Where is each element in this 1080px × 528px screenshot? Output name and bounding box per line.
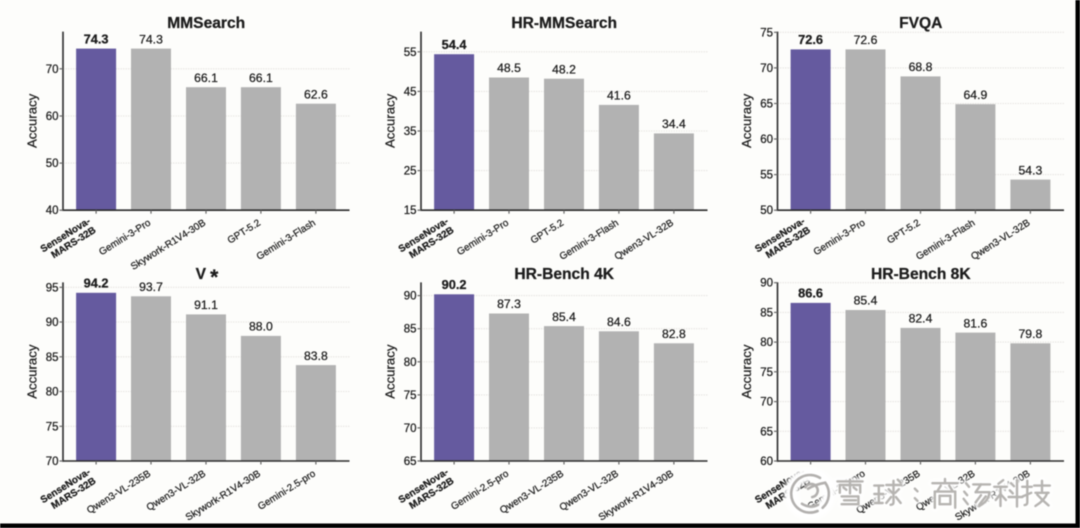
svg-text:70: 70 [46, 456, 59, 468]
svg-text:90: 90 [46, 317, 59, 329]
svg-text:64.9: 64.9 [964, 88, 988, 102]
svg-text:65: 65 [760, 99, 773, 111]
svg-text:81.6: 81.6 [964, 316, 988, 330]
svg-text:60: 60 [760, 456, 773, 468]
svg-text:Accuracy: Accuracy [383, 344, 398, 399]
svg-text:Accuracy: Accuracy [739, 93, 754, 148]
svg-text:70: 70 [46, 64, 59, 76]
svg-text:90.2: 90.2 [442, 277, 467, 292]
svg-text:Accuracy: Accuracy [383, 93, 398, 148]
svg-text:MMSearch: MMSearch [167, 15, 245, 32]
svg-text:72.6: 72.6 [798, 32, 823, 47]
svg-text:95: 95 [46, 282, 59, 294]
svg-text:35: 35 [404, 126, 417, 138]
svg-text:Accuracy: Accuracy [739, 344, 754, 399]
svg-text:75: 75 [760, 367, 773, 379]
svg-text:72.6: 72.6 [854, 33, 878, 47]
svg-text:34.4: 34.4 [662, 117, 686, 131]
svg-text:66.1: 66.1 [194, 71, 218, 85]
svg-text:54.3: 54.3 [1019, 163, 1043, 177]
svg-text:62.6: 62.6 [304, 87, 328, 101]
svg-text:93.7: 93.7 [139, 280, 163, 294]
svg-text:68.8: 68.8 [909, 60, 933, 74]
svg-text:40: 40 [46, 205, 59, 217]
svg-text:70: 70 [760, 63, 773, 75]
svg-text:74.3: 74.3 [84, 31, 109, 46]
svg-text:88.0: 88.0 [249, 320, 273, 334]
svg-text:45: 45 [404, 86, 417, 98]
svg-text:90: 90 [404, 291, 417, 303]
svg-text:79.8: 79.8 [1019, 327, 1043, 341]
svg-text:25: 25 [404, 166, 417, 178]
svg-text:41.6: 41.6 [607, 89, 631, 103]
svg-text:54.4: 54.4 [442, 37, 468, 52]
svg-text:75: 75 [760, 27, 773, 39]
svg-text:HR-Bench 4K: HR-Bench 4K [514, 266, 614, 283]
svg-text:*: * [210, 266, 219, 289]
svg-text:50: 50 [46, 158, 59, 170]
svg-text:82.4: 82.4 [909, 312, 933, 326]
svg-text:Accuracy: Accuracy [25, 93, 40, 148]
svg-text:55: 55 [760, 170, 773, 182]
svg-text:85.4: 85.4 [854, 294, 878, 308]
svg-text:FVQA: FVQA [899, 15, 942, 32]
svg-text:HR-MMSearch: HR-MMSearch [511, 15, 617, 32]
svg-text:91.1: 91.1 [194, 298, 218, 312]
svg-text:80: 80 [46, 387, 59, 399]
svg-text:70: 70 [404, 423, 417, 435]
svg-text:48.2: 48.2 [552, 62, 576, 76]
svg-text:55: 55 [404, 47, 417, 59]
svg-text:85: 85 [404, 324, 417, 336]
svg-text:86.6: 86.6 [798, 286, 823, 301]
svg-text:60: 60 [760, 134, 773, 146]
svg-text:60: 60 [46, 111, 59, 123]
svg-text:82.8: 82.8 [662, 327, 686, 341]
svg-text:83.8: 83.8 [304, 349, 328, 363]
svg-text:80: 80 [760, 337, 773, 349]
svg-text:74.3: 74.3 [139, 32, 163, 46]
svg-text:75: 75 [404, 390, 417, 402]
svg-text:85: 85 [46, 352, 59, 364]
svg-text:Accuracy: Accuracy [25, 344, 40, 399]
svg-text:70: 70 [760, 397, 773, 409]
svg-text:85.4: 85.4 [552, 310, 576, 324]
svg-text:65: 65 [760, 426, 773, 438]
svg-text:80: 80 [404, 357, 417, 369]
svg-text:48.5: 48.5 [497, 61, 521, 75]
svg-text:HR-Bench 8K: HR-Bench 8K [871, 266, 971, 283]
svg-text:94.2: 94.2 [84, 276, 109, 291]
svg-text:V: V [196, 266, 207, 283]
svg-text:85: 85 [760, 307, 773, 319]
svg-text:75: 75 [46, 421, 59, 433]
svg-text:50: 50 [760, 205, 773, 217]
svg-text:84.6: 84.6 [607, 315, 631, 329]
svg-text:66.1: 66.1 [249, 71, 273, 85]
svg-text:87.3: 87.3 [497, 297, 521, 311]
svg-text:15: 15 [404, 205, 417, 217]
svg-text:90: 90 [760, 278, 773, 290]
svg-text:65: 65 [404, 456, 417, 468]
